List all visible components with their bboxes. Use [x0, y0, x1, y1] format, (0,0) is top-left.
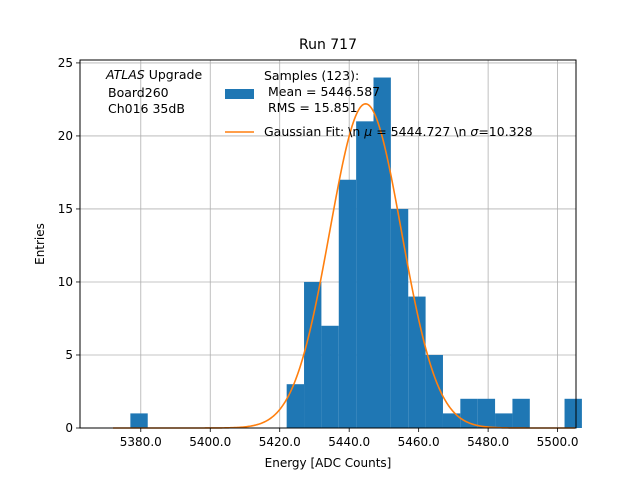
legend-fit-sigma-value: =10.328: [478, 124, 532, 139]
plot-frame: [79, 59, 577, 429]
y-tick-label: 25: [58, 56, 73, 70]
y-tick-label: 10: [58, 275, 73, 289]
x-tick-label: 5440.0: [328, 435, 370, 449]
x-axis-label: Energy [ADC Counts]: [265, 456, 392, 470]
histogram-bar: [564, 398, 582, 428]
histogram-bar: [477, 398, 496, 428]
histogram-bar: [442, 413, 461, 428]
atlas-label: ATLAS: [105, 67, 145, 82]
x-tick-label: 5500.0: [537, 435, 579, 449]
y-tick-label: 15: [58, 202, 73, 216]
legend-histogram-swatch: [225, 89, 254, 99]
histogram-bar: [286, 384, 305, 428]
chart-title: Run 717: [299, 37, 357, 53]
upgrade-label: Upgrade: [145, 67, 203, 82]
legend-samples-line: Samples (123):: [264, 68, 359, 83]
svg-text:ATLAS Upgrade: ATLAS Upgrade: [105, 67, 202, 82]
histogram-bar: [356, 121, 374, 428]
legend-fit-label: Gaussian Fit: \n μ = 5444.727 \n σ=10.32…: [264, 124, 533, 139]
histogram-bar: [130, 413, 148, 428]
legend-fit-mu: μ: [363, 124, 372, 139]
legend-fit-prefix: Gaussian Fit: \n: [264, 124, 364, 139]
channel-label: Ch016 35dB: [108, 101, 185, 116]
x-axis-ticks: 5380.0 5400.0 5420.0 5440.0 5460.0 5480.0 5500…: [120, 428, 579, 449]
histogram-bar: [338, 179, 357, 428]
histogram-bar: [304, 281, 322, 428]
histogram-bar: [495, 413, 513, 428]
y-tick-label: 0: [65, 421, 73, 435]
histogram-bar: [373, 77, 391, 429]
legend-fit-mu-value: = 5444.727 \n: [372, 124, 470, 139]
y-axis-label: Entries: [33, 223, 47, 265]
y-tick-label: 20: [58, 129, 73, 143]
x-tick-label: 5420.0: [259, 435, 301, 449]
legend: Samples (123): Mean = 5446.587 RMS = 15.…: [225, 68, 533, 139]
legend-mean-line: Mean = 5446.587: [264, 84, 380, 99]
x-tick-label: 5480.0: [467, 435, 509, 449]
legend-rms-line: RMS = 15.851: [264, 100, 358, 115]
atlas-annotation: ATLAS Upgrade Board260 Ch016 35dB: [105, 67, 202, 116]
histogram-bar: [408, 296, 426, 428]
legend-fit-sigma: σ: [470, 124, 479, 139]
histogram-bar: [321, 325, 339, 428]
x-tick-label: 5400.0: [189, 435, 231, 449]
x-tick-label: 5460.0: [398, 435, 440, 449]
board-label: Board260: [108, 85, 169, 100]
histogram-bar: [512, 398, 530, 428]
histogram-bar: [390, 208, 409, 428]
x-tick-label: 5380.0: [120, 435, 162, 449]
histogram-bar: [425, 354, 443, 428]
y-axis-ticks: 0 5 10 15 20 25: [58, 56, 80, 435]
y-tick-label: 5: [65, 348, 73, 362]
